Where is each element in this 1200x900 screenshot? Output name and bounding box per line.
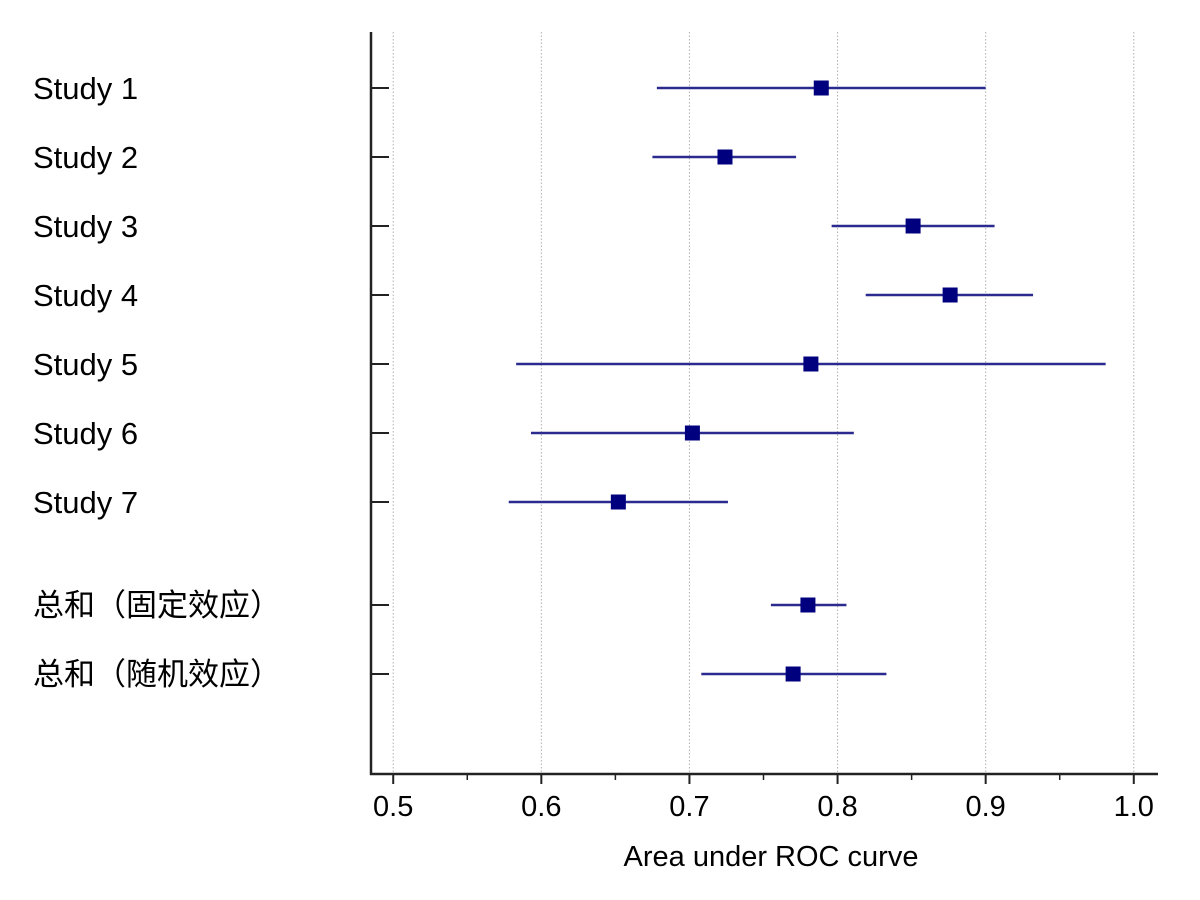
study-label-9: 总和（随机效应）	[33, 657, 281, 692]
study-row-2: Study 2	[33, 140, 797, 175]
study-label-1: Study 1	[33, 71, 138, 106]
study-label-5: Study 5	[33, 347, 138, 382]
auc-marker-1	[813, 80, 829, 96]
auc-marker-9	[785, 666, 801, 682]
x-tick-label-2: 0.7	[669, 791, 709, 823]
study-label-7: Study 7	[33, 485, 138, 520]
study-label-2: Study 2	[33, 140, 138, 175]
study-row-7: Study 7	[33, 485, 728, 520]
x-tick-label-0: 0.5	[373, 791, 413, 823]
study-label-3: Study 3	[33, 209, 138, 244]
auc-marker-8	[800, 597, 816, 613]
x-tick-label-5: 1.0	[1114, 791, 1154, 823]
study-row-5: Study 5	[33, 347, 1106, 382]
study-row-6: Study 6	[33, 416, 854, 451]
x-tick-label-3: 0.8	[817, 791, 857, 823]
study-row-3: Study 3	[33, 209, 995, 244]
study-row-9: 总和（随机效应）	[33, 657, 887, 692]
x-axis-title: Area under ROC curve	[624, 841, 919, 873]
x-tick-label-1: 0.6	[521, 791, 561, 823]
auc-marker-7	[610, 494, 626, 510]
x-tick-label-4: 0.9	[966, 791, 1006, 823]
study-row-1: Study 1	[33, 71, 986, 106]
x-axis-ticks: 0.5 0.6 0.7 0.8 0.9 1.0	[373, 774, 1154, 823]
study-label-4: Study 4	[33, 278, 138, 313]
study-label-6: Study 6	[33, 416, 138, 451]
axes	[369, 32, 1158, 776]
auc-marker-3	[905, 218, 921, 234]
auc-marker-4	[942, 287, 958, 303]
auc-marker-5	[803, 356, 819, 372]
study-rows: Study 1 Study 2 Study 3 Study 4 Study 5 Study…	[33, 71, 1106, 692]
auc-marker-6	[684, 425, 700, 441]
study-row-8: 总和（固定效应）	[33, 588, 847, 623]
study-row-4: Study 4	[33, 278, 1034, 313]
grid-lines	[392, 32, 1135, 774]
study-label-8: 总和（固定效应）	[33, 588, 281, 623]
auc-marker-2	[717, 149, 733, 165]
